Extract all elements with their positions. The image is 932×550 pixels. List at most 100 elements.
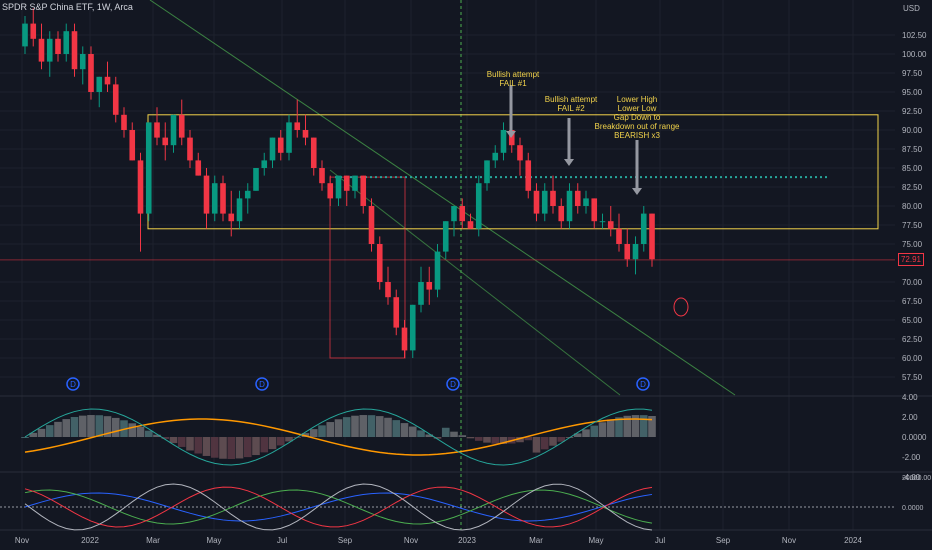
marker-label: D <box>259 380 265 389</box>
osc1-tick-label: -2.00 <box>902 453 921 462</box>
histogram-bar <box>359 415 368 437</box>
marker-circle <box>636 377 650 391</box>
candle-body <box>79 54 86 70</box>
candle <box>302 114 309 146</box>
histogram-bar <box>144 430 153 437</box>
candle <box>335 175 342 206</box>
histogram-bar <box>342 417 351 437</box>
dividend-marker: D <box>636 377 650 391</box>
candle-body <box>88 54 94 92</box>
candle <box>261 152 268 176</box>
candle-body <box>376 244 383 282</box>
x-tick-label: Jul <box>655 536 665 545</box>
dividend-marker: D <box>446 377 460 391</box>
x-tick-label: Mar <box>529 536 543 545</box>
histogram-bar <box>78 415 87 437</box>
histogram-bar <box>466 437 475 439</box>
price-tick-label: 75.00 <box>902 240 923 249</box>
x-tick-label: 2024 <box>844 536 862 545</box>
histogram-bar <box>70 417 79 437</box>
candle <box>517 137 523 176</box>
candle <box>79 46 86 85</box>
chart-title: SPDR S&P China ETF, 1W, Arca <box>2 2 133 12</box>
candle <box>607 206 614 237</box>
x-tick-label: Nov <box>782 536 796 545</box>
histogram-bar <box>623 415 632 437</box>
x-tick-label: 2023 <box>458 536 476 545</box>
histogram-bar <box>62 419 71 437</box>
candle-body <box>426 282 433 290</box>
candle-body <box>145 122 152 214</box>
candle-body <box>38 38 45 62</box>
candle <box>88 46 94 100</box>
price-tick-label: 102.50 <box>902 31 927 40</box>
candle <box>294 99 301 138</box>
candle <box>187 130 193 168</box>
candle <box>442 221 449 260</box>
candle-body <box>178 114 185 138</box>
marker-circle <box>66 377 80 391</box>
candle <box>475 175 482 237</box>
candle <box>624 228 631 267</box>
candle <box>46 31 53 77</box>
currency-label: USD <box>903 4 920 13</box>
histogram-bar <box>392 420 401 437</box>
candle-body <box>22 23 28 47</box>
histogram-bar <box>458 435 467 437</box>
price-tick-label: 62.50 <box>902 335 923 344</box>
histogram-bar <box>103 416 112 437</box>
price-tick-label: 82.50 <box>902 183 923 192</box>
histogram-bar <box>301 433 310 437</box>
candle-body <box>409 304 416 351</box>
histogram-bar <box>54 421 62 437</box>
candle <box>244 183 251 214</box>
candle-body <box>566 190 573 222</box>
candle-body <box>442 221 449 252</box>
candle <box>112 76 119 123</box>
arrow-head <box>506 131 516 138</box>
candle-body <box>162 137 169 146</box>
candle-body <box>154 122 160 138</box>
candle-body <box>129 130 136 161</box>
candle <box>121 107 127 138</box>
histogram-bar <box>285 437 293 442</box>
candle-body <box>591 198 598 222</box>
candle <box>591 198 598 229</box>
histogram-bar <box>425 434 434 437</box>
candle-body <box>599 221 606 223</box>
histogram-bar <box>367 415 376 437</box>
price-tick-label: 77.50 <box>902 221 923 230</box>
candle-body <box>294 122 301 130</box>
price-tick-label: 65.00 <box>902 316 923 325</box>
histogram-bar <box>219 437 227 459</box>
price-tick-label: 97.50 <box>902 69 923 78</box>
candle <box>467 213 474 229</box>
histogram-bar <box>21 437 29 438</box>
candle <box>368 198 375 252</box>
histogram-bar <box>334 419 343 437</box>
oscillator-line <box>24 489 653 525</box>
histogram-bar <box>276 437 285 446</box>
candle <box>154 107 160 146</box>
candle-body <box>393 297 400 328</box>
candle-body <box>112 84 119 115</box>
candle <box>418 266 424 313</box>
annotation-fail-1: Bullish attempt FAIL #1 <box>486 70 540 88</box>
histogram-bar <box>441 427 450 437</box>
marker-circle <box>446 377 460 391</box>
candle <box>566 183 573 229</box>
annotation-circle <box>673 297 689 317</box>
candle-body <box>459 206 466 222</box>
histogram-bar <box>450 431 458 437</box>
oscillator-line <box>24 486 653 528</box>
osc2-tick-label: 0.0000 <box>902 505 924 512</box>
histogram-bar <box>648 416 656 437</box>
histogram-bar <box>483 437 491 443</box>
candle <box>558 198 565 229</box>
candle <box>310 137 317 176</box>
candle <box>236 190 243 229</box>
candle-body <box>277 137 284 153</box>
price-tick-label: 92.50 <box>902 107 923 116</box>
last-price-tag: 72.91 <box>897 253 924 266</box>
candle <box>129 122 136 161</box>
